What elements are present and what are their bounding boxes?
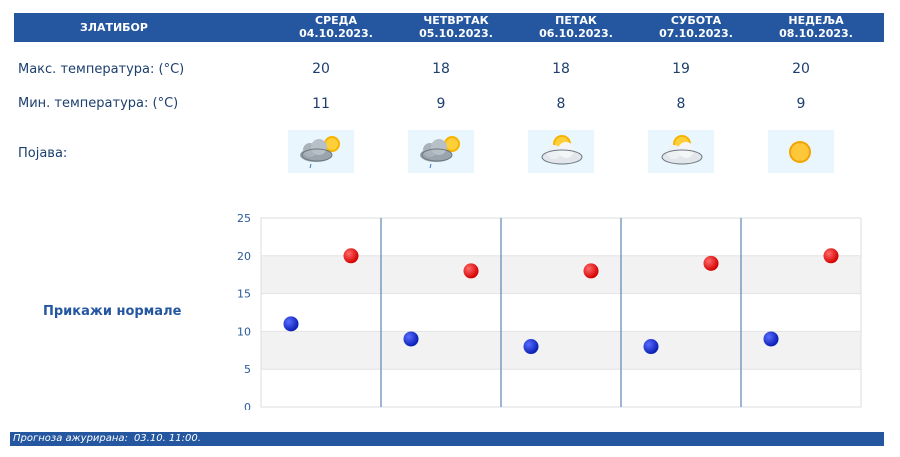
max-temp-value: 20 xyxy=(792,61,810,77)
day-header-3: ПЕТАК 06.10.2023. xyxy=(516,14,636,42)
chart-frame xyxy=(260,217,862,408)
min-temp-marker xyxy=(283,316,299,332)
show-normals-link[interactable]: Прикажи нормале xyxy=(43,304,182,319)
forecast-footer: Прогноза ажурирана: 03.10. 11:00. xyxy=(10,432,884,446)
chart-bands xyxy=(261,255,861,370)
forecast-header: ЗЛАТИБОР СРЕДА 04.10.2023. ЧЕТВРТАК 05.1… xyxy=(14,13,884,42)
max-temp-marker xyxy=(463,263,479,279)
min-temp-value: 8 xyxy=(556,96,566,112)
min-temp-value: 11 xyxy=(312,96,330,112)
day-header-4: СУБОТА 07.10.2023. xyxy=(636,14,756,42)
y-tick-label: 15 xyxy=(237,288,251,301)
day-name: СРЕДА xyxy=(315,14,357,27)
phenomenon-label: Појава: xyxy=(18,146,68,161)
max-temp-value: 18 xyxy=(552,61,570,77)
y-tick-label: 20 xyxy=(237,250,251,263)
day-header-5: НЕДЕЉА 08.10.2023. xyxy=(756,14,876,42)
y-tick-label: 0 xyxy=(244,401,251,410)
cloud-rain-sun-icon xyxy=(408,130,474,173)
day-name: ЧЕТВРТАК xyxy=(423,14,489,27)
min-temp-value: 8 xyxy=(676,96,686,112)
chart-y-ticks: 0 5 10 15 20 25 xyxy=(237,212,251,410)
day-date: 04.10.2023. xyxy=(299,27,373,40)
y-tick-label: 5 xyxy=(244,363,251,376)
max-temp-value: 18 xyxy=(432,61,450,77)
max-temp-label: Макс. температура: (°C) xyxy=(18,62,185,77)
day-name: СУБОТА xyxy=(670,14,722,27)
plot-border xyxy=(260,217,862,408)
max-temp-value: 19 xyxy=(672,61,690,77)
min-temp-marker xyxy=(643,339,659,355)
y-tick-label: 25 xyxy=(237,212,251,225)
max-temp-value: 20 xyxy=(312,61,330,77)
partly-cloudy-icon xyxy=(528,130,594,173)
day-date: 05.10.2023. xyxy=(419,27,493,40)
grid-band xyxy=(261,331,861,370)
max-temp-marker xyxy=(583,263,599,279)
min-temp-label: Мин. температура: (°C) xyxy=(18,96,179,111)
max-temp-marker xyxy=(703,255,719,271)
day-date: 08.10.2023. xyxy=(779,27,853,40)
sun-icon xyxy=(768,130,834,173)
temperature-chart: 0 5 10 15 20 25 xyxy=(237,212,862,410)
day-date: 07.10.2023. xyxy=(659,27,733,40)
min-temp-marker xyxy=(403,331,419,347)
cloud-rain-sun-icon xyxy=(288,130,354,173)
min-temp-value: 9 xyxy=(796,96,806,112)
day-header-1: СРЕДА 04.10.2023. xyxy=(276,14,396,42)
day-date: 06.10.2023. xyxy=(539,27,613,40)
partly-cloudy-icon xyxy=(648,130,714,173)
day-name: ПЕТАК xyxy=(555,14,597,27)
y-tick-label: 10 xyxy=(237,325,251,338)
max-temp-marker xyxy=(343,248,359,264)
min-temp-marker xyxy=(523,339,539,355)
min-temp-marker xyxy=(763,331,779,347)
location-name: ЗЛАТИБОР xyxy=(80,21,148,34)
updated-label: Прогноза ажурирана: xyxy=(13,433,128,444)
day-header-2: ЧЕТВРТАК 05.10.2023. xyxy=(396,14,516,42)
grid-band xyxy=(261,255,861,294)
chart-markers xyxy=(283,248,839,355)
min-temp-value: 9 xyxy=(436,96,446,112)
day-name: НЕДЕЉА xyxy=(788,14,844,27)
updated-value: 03.10. 11:00. xyxy=(133,433,201,444)
max-temp-marker xyxy=(823,248,839,264)
